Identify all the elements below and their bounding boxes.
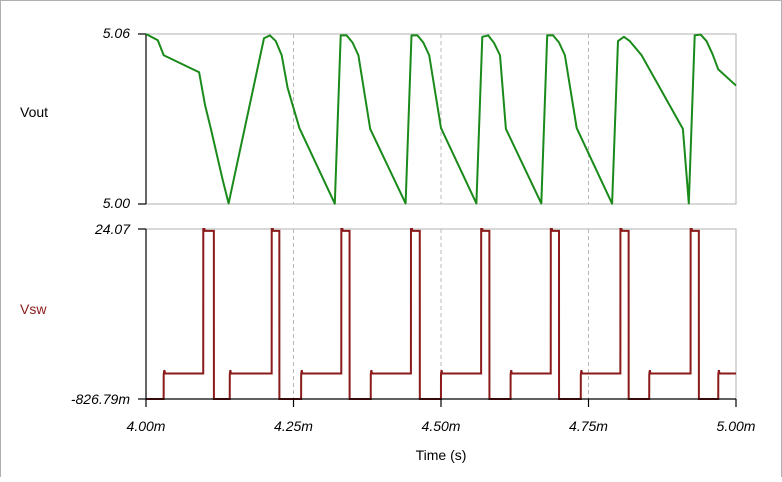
vsw-panel: 24.07 -826.79m Vsw <box>20 221 737 407</box>
vout-trace <box>145 33 737 205</box>
x-tick-label-0: 4.00m <box>127 418 166 434</box>
vout-gridlines <box>293 34 589 204</box>
x-axis: 4.00m 4.25m 4.50m 4.75m 5.00m Time (s) <box>127 398 756 463</box>
x-tick-label-4: 5.00m <box>717 418 756 434</box>
vout-ytick-bottom: 5.00 <box>103 195 130 211</box>
x-tick-label-3: 4.75m <box>569 418 608 434</box>
x-tick-label-1: 4.25m <box>274 418 313 434</box>
x-axis-label: Time (s) <box>416 447 467 463</box>
vsw-series-label: Vsw <box>20 301 47 317</box>
x-tick-label-2: 4.50m <box>422 418 461 434</box>
vout-panel: 5.06 5.00 Vout <box>20 25 737 211</box>
vsw-ytick-top: 24.07 <box>94 221 131 237</box>
vout-ytick-top: 5.06 <box>103 25 130 41</box>
x-tick-group: 4.00m 4.25m 4.50m 4.75m 5.00m <box>127 399 756 434</box>
vsw-ytick-bottom: -826.79m <box>71 391 130 407</box>
vout-series-label: Vout <box>20 104 48 120</box>
